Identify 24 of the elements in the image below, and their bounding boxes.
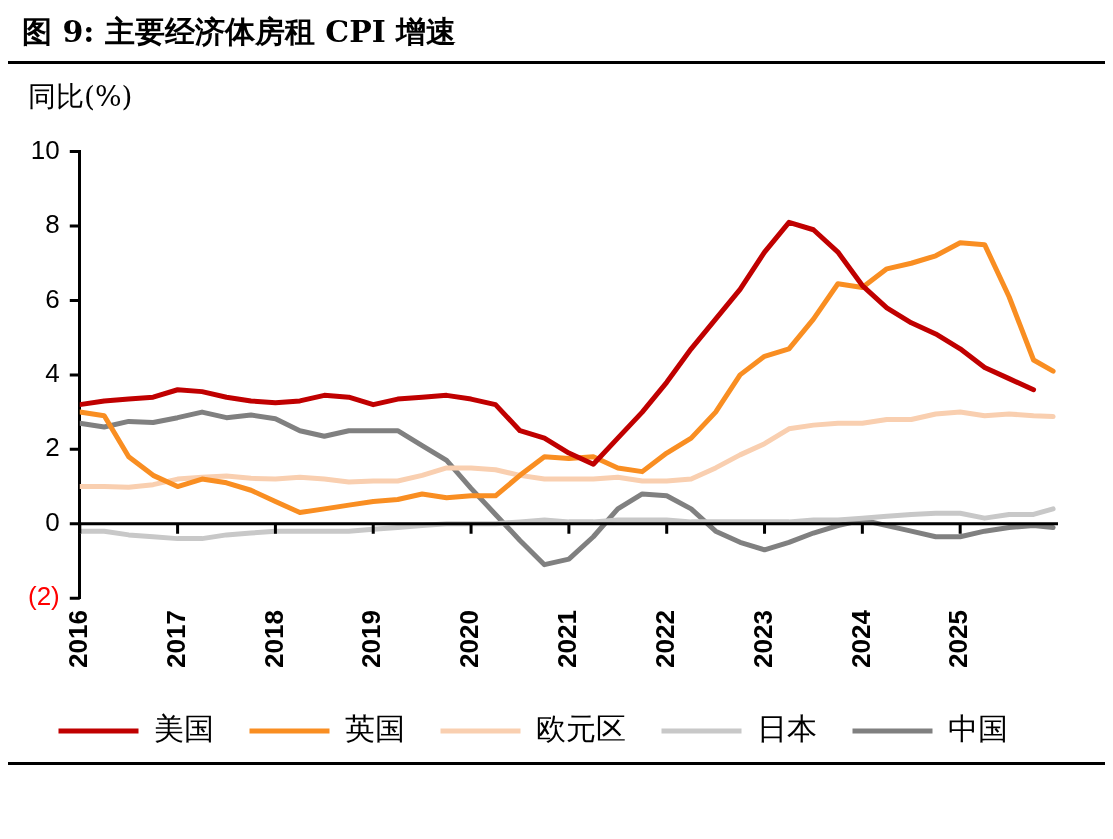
x-tick-label: 2022 xyxy=(649,610,680,668)
x-tick-label: 2017 xyxy=(160,610,191,668)
y-tick-label: 6 xyxy=(45,283,60,314)
y-tick-label: 0 xyxy=(45,506,60,537)
y-axis-title: 同比(%) xyxy=(27,79,134,115)
x-tick-label: 2018 xyxy=(258,610,289,668)
legend-label: 美国 xyxy=(153,710,214,746)
legend-label: 中国 xyxy=(947,710,1008,746)
chart-title: 图 9: 主要经济体房租 CPI 增速 xyxy=(8,8,1105,64)
x-tick-label: 2020 xyxy=(454,610,485,668)
y-tick-label: (2) xyxy=(28,581,60,612)
x-tick-label: 2019 xyxy=(356,610,387,668)
y-tick-label: 10 xyxy=(30,134,60,165)
y-tick-label: 4 xyxy=(45,358,60,389)
y-tick-label: 2 xyxy=(45,432,60,463)
x-tick-label: 2016 xyxy=(62,610,93,668)
x-tick-label: 2025 xyxy=(943,610,974,668)
legend-label: 英国 xyxy=(344,710,405,746)
legend-label: 欧元区 xyxy=(535,710,626,746)
legend-label: 日本 xyxy=(756,710,817,746)
x-tick-label: 2021 xyxy=(552,610,583,668)
x-tick-label: 2024 xyxy=(845,609,876,668)
x-tick-label: 2023 xyxy=(747,610,778,668)
y-tick-label: 8 xyxy=(45,209,60,240)
